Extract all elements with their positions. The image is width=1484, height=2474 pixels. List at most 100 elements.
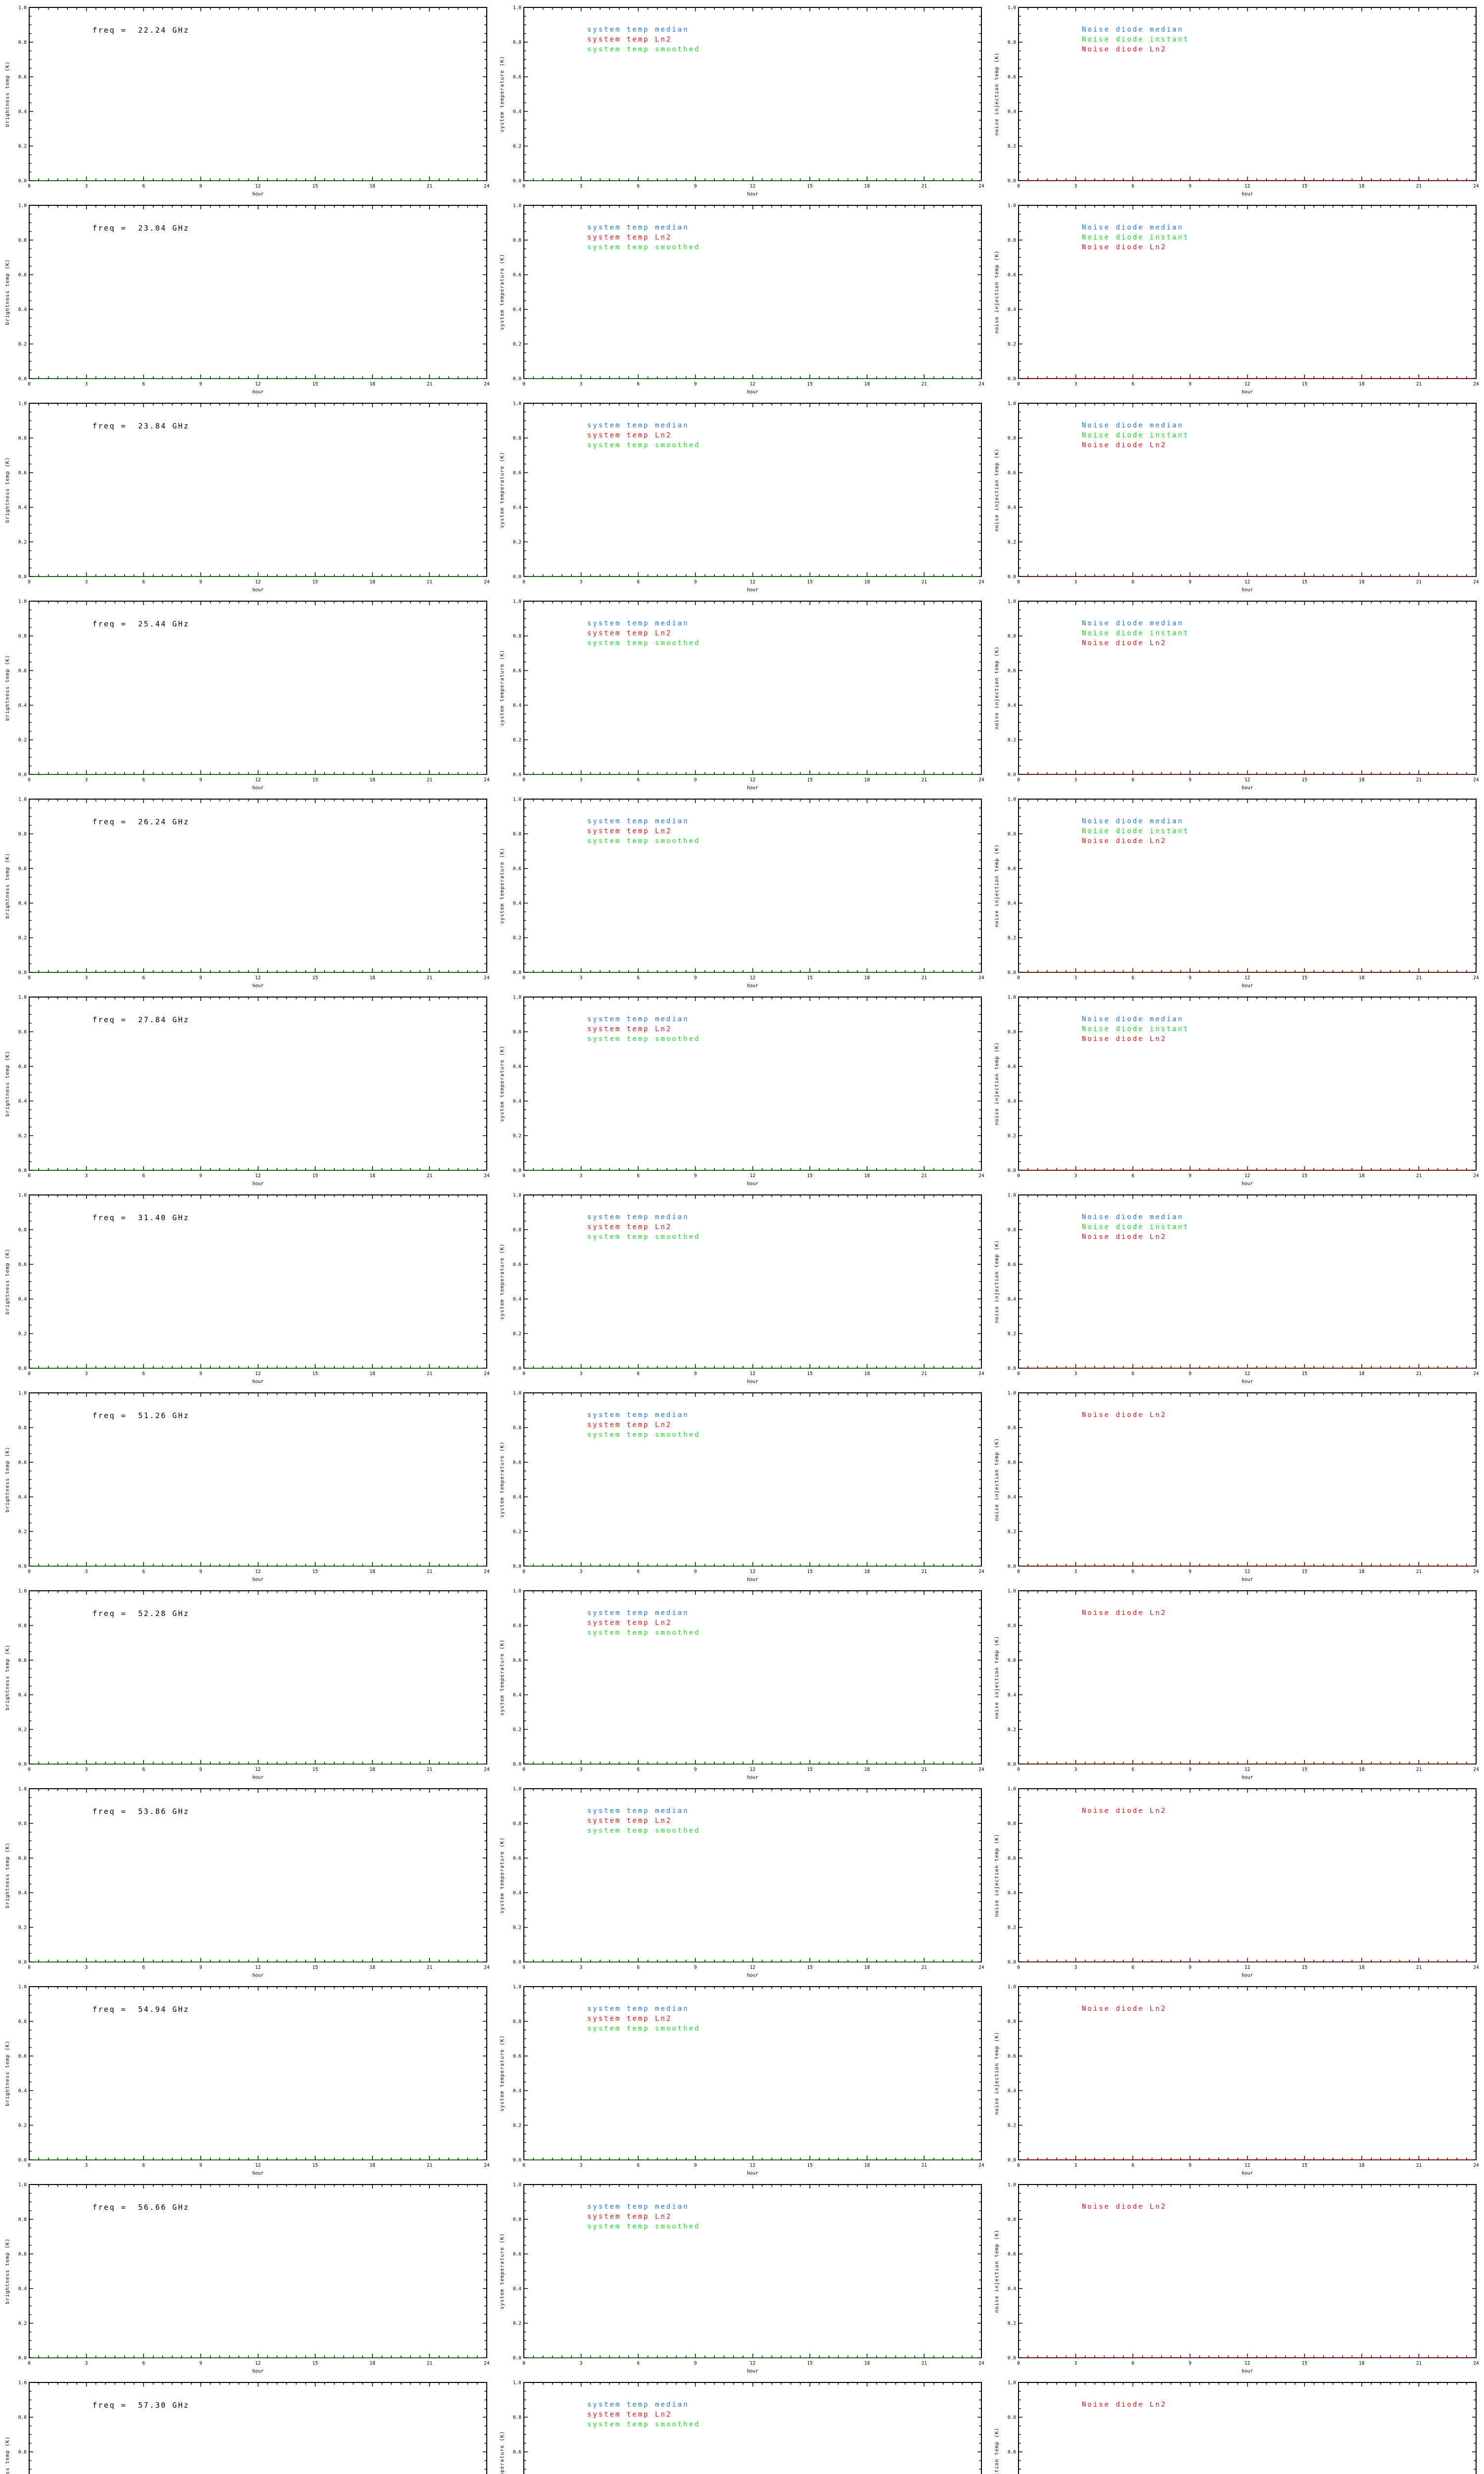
subplot-row2-col1: 0 3 6 9 12 15 18 21 24 hour 0.0 0.2 0.4 0.6 0.8 1.0 brig… bbox=[5, 203, 490, 395]
y-tick-label: 0.0 bbox=[513, 1168, 521, 1174]
y-tick-label: 0.0 bbox=[18, 1366, 27, 1372]
ticks bbox=[29, 1590, 487, 1764]
x-axis-title: hour bbox=[1242, 1973, 1253, 1978]
x-tick-label: 3 bbox=[1074, 381, 1077, 387]
y-tick-label: 0.8 bbox=[513, 832, 521, 837]
x-tick-label: 3 bbox=[580, 184, 583, 189]
legend-label: system temp median bbox=[587, 1213, 689, 1221]
ticks bbox=[29, 2184, 487, 2358]
x-tick-label: 0 bbox=[1017, 777, 1020, 783]
subplot-row5-col3: 0 3 6 9 12 15 18 21 24 hour 0.0 0.2 0.4 0.6 0.8 1.0 nois… bbox=[994, 797, 1479, 989]
plot-cell-row8-col1: 0 3 6 9 12 15 18 21 24 hour 0.0 0.2 0.4 0.6 0.8 1.0 brig… bbox=[0, 1385, 495, 1583]
subplot-row2-col3: 0 3 6 9 12 15 18 21 24 hour 0.0 0.2 0.4 0.6 0.8 1.0 nois… bbox=[994, 203, 1479, 395]
y-tick-label: 0.0 bbox=[1008, 1366, 1016, 1372]
x-tick-label: 0 bbox=[522, 2163, 525, 2168]
x-tick-label: 24 bbox=[1473, 381, 1479, 387]
legend-label: Noise diode median bbox=[1082, 619, 1184, 627]
y-tick-label: 1.0 bbox=[1008, 1985, 1016, 1990]
plot-cell-row3-col3: 0 3 6 9 12 15 18 21 24 hour 0.0 0.2 0.4 0.6 0.8 1.0 nois… bbox=[989, 396, 1484, 594]
y-tick-label: 0.2 bbox=[1008, 1134, 1016, 1139]
x-tick-label: 9 bbox=[1189, 975, 1192, 981]
x-tick-label: 0 bbox=[522, 1173, 525, 1179]
subplot-row5-col2: 0 3 6 9 12 15 18 21 24 hour 0.0 0.2 0.4 0.6 0.8 1.0 syst… bbox=[500, 797, 984, 989]
y-tick-label: 0.0 bbox=[1008, 377, 1016, 382]
x-tick-label: 6 bbox=[1131, 1173, 1134, 1179]
legend-label: system temp Ln2 bbox=[587, 2411, 672, 2419]
subplot-row7-col3: 0 3 6 9 12 15 18 21 24 hour 0.0 0.2 0.4 0.6 0.8 1.0 nois… bbox=[994, 1193, 1479, 1385]
y-tick-label: 0.0 bbox=[513, 1564, 521, 1570]
ticks bbox=[1018, 799, 1477, 973]
y-axis-title: brightness temp (K) bbox=[5, 655, 10, 720]
x-tick-label: 24 bbox=[1473, 1173, 1479, 1179]
x-tick-label: 6 bbox=[142, 777, 145, 783]
x-tick-label: 6 bbox=[1131, 1767, 1134, 1772]
y-axis-title: noise injection temp (K) bbox=[994, 844, 1000, 928]
x-tick-label: 21 bbox=[1416, 777, 1422, 783]
legend-label: Noise diode Ln2 bbox=[1082, 243, 1166, 251]
y-tick-label: 1.0 bbox=[513, 797, 521, 803]
y-tick-label: 0.2 bbox=[1008, 936, 1016, 941]
x-tick-label: 6 bbox=[142, 2361, 145, 2366]
legend-label: Noise diode instant bbox=[1082, 1223, 1189, 1231]
x-tick-label: 24 bbox=[978, 1173, 984, 1179]
y-tick-label: 0.0 bbox=[18, 1564, 27, 1570]
subplot-row10-col2: 0 3 6 9 12 15 18 21 24 hour 0.0 0.2 0.4 0.6 0.8 1.0 syst… bbox=[500, 1787, 984, 1979]
freq-label: freq = 23.84 GHz bbox=[93, 422, 189, 430]
x-tick-label: 24 bbox=[484, 2163, 490, 2168]
x-tick-label: 21 bbox=[1416, 975, 1422, 981]
x-tick-label: 21 bbox=[922, 2361, 928, 2366]
y-tick-label: 0.4 bbox=[513, 2089, 521, 2094]
plot-cell-row2-col2: 0 3 6 9 12 15 18 21 24 hour 0.0 0.2 0.4 0.6 0.8 1.0 syst… bbox=[495, 198, 989, 396]
y-tick-label: 0.0 bbox=[18, 2356, 27, 2361]
y-tick-label: 1.0 bbox=[18, 401, 27, 407]
ticks bbox=[1018, 1392, 1477, 1567]
y-tick-label: 0.0 bbox=[18, 1960, 27, 1965]
y-tick-label: 0.6 bbox=[1008, 1064, 1016, 1070]
x-tick-label: 3 bbox=[580, 1173, 583, 1179]
ticks bbox=[523, 601, 982, 775]
x-tick-label: 3 bbox=[85, 2361, 88, 2366]
x-tick-label: 21 bbox=[427, 1173, 433, 1179]
x-axis-title: hour bbox=[747, 2171, 758, 2176]
y-tick-label: 0.8 bbox=[513, 1623, 521, 1629]
y-axis-title: brightness temp (K) bbox=[5, 259, 10, 325]
legend-label: system temp median bbox=[587, 2401, 689, 2409]
x-tick-label: 21 bbox=[922, 381, 928, 387]
y-tick-label: 0.2 bbox=[18, 540, 27, 545]
y-tick-label: 0.6 bbox=[1008, 1856, 1016, 1861]
x-tick-label: 12 bbox=[750, 777, 755, 783]
y-tick-label: 0.4 bbox=[18, 505, 27, 511]
y-tick-label: 0.2 bbox=[18, 2123, 27, 2129]
x-tick-label: 21 bbox=[922, 1173, 928, 1179]
x-tick-label: 9 bbox=[199, 1371, 202, 1377]
legend-label: Noise diode Ln2 bbox=[1082, 1807, 1166, 1815]
x-tick-label: 9 bbox=[694, 1371, 697, 1377]
subplot-row3-col3: 0 3 6 9 12 15 18 21 24 hour 0.0 0.2 0.4 0.6 0.8 1.0 nois… bbox=[994, 401, 1479, 593]
x-tick-label: 3 bbox=[580, 381, 583, 387]
x-tick-label: 6 bbox=[637, 2361, 640, 2366]
legend-label: system temp smoothed bbox=[587, 243, 700, 251]
subplot-row13-col3: 03691215182124hour0.00.20.40.60.81.0nois… bbox=[994, 2380, 1477, 2474]
y-tick-label: 0.0 bbox=[1008, 772, 1016, 778]
y-tick-label: 0.2 bbox=[1008, 1529, 1016, 1535]
y-tick-label: 0.0 bbox=[18, 970, 27, 976]
y-axis-title: system temperature (K) bbox=[500, 1441, 505, 1518]
ticks bbox=[29, 7, 487, 181]
plot-cell-row10-col1: 0 3 6 9 12 15 18 21 24 hour 0.0 0.2 0.4 0.6 0.8 1.0 brig… bbox=[0, 1781, 495, 1979]
x-tick-label: 15 bbox=[807, 1767, 812, 1772]
x-tick-label: 3 bbox=[85, 381, 88, 387]
x-tick-label: 6 bbox=[1131, 2361, 1134, 2366]
x-tick-label: 12 bbox=[750, 1965, 755, 1970]
y-tick-label: 0.6 bbox=[513, 1064, 521, 1070]
x-tick-label: 0 bbox=[28, 2163, 31, 2168]
subplot-row1-col3: 0 3 6 9 12 15 18 21 24 hour 0.0 0.2 0.4 0.6 0.8 1.0 nois… bbox=[994, 5, 1479, 197]
y-axis-title: system temperature (K) bbox=[500, 452, 505, 528]
plot-cell-row1-col2: 0 3 6 9 12 15 18 21 24 hour 0.0 0.2 0.4 0.6 0.8 1.0 syst… bbox=[495, 0, 989, 198]
x-tick-label: 12 bbox=[750, 2163, 755, 2168]
subplot-row10-col3: 0 3 6 9 12 15 18 21 24 hour 0.0 0.2 0.4 0.6 0.8 1.0 nois… bbox=[994, 1787, 1479, 1979]
x-tick-label: 6 bbox=[637, 1767, 640, 1772]
y-tick-label: 0.6 bbox=[18, 1064, 27, 1070]
x-tick-label: 15 bbox=[1301, 381, 1307, 387]
x-tick-label: 12 bbox=[255, 579, 261, 585]
subplot-row5-col1: 0 3 6 9 12 15 18 21 24 hour 0.0 0.2 0.4 0.6 0.8 1.0 brig… bbox=[5, 797, 490, 989]
